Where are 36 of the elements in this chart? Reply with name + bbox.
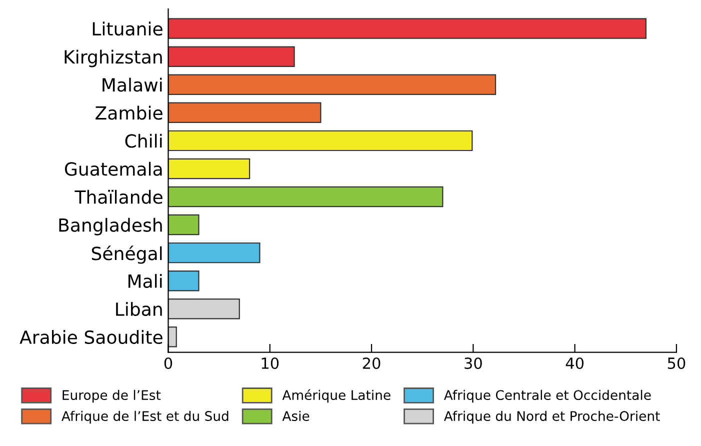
- bar: [168, 242, 260, 264]
- y-tick-label: Malawi: [102, 78, 162, 92]
- x-tick-label: 40: [566, 357, 584, 370]
- bar: [168, 186, 444, 208]
- x-tick-label: 30: [464, 357, 482, 370]
- legend-label: Afrique de l’Est et du Sud: [62, 410, 228, 424]
- y-tick-label: Chili: [125, 134, 162, 148]
- y-tick-label: Liban: [116, 302, 162, 316]
- y-tick-label: Arabie Saoudite: [20, 330, 162, 344]
- x-tick-label: 0: [164, 357, 172, 370]
- bar: [168, 214, 200, 236]
- bar: [168, 158, 250, 180]
- y-tick-label: Sénégal: [92, 246, 162, 264]
- legend-label: Europe de l’Est: [62, 390, 161, 403]
- bar: [168, 18, 647, 39]
- bar: [168, 298, 240, 320]
- y-tick-label: Thaïlande: [74, 190, 162, 204]
- y-tick-label: Zambie: [96, 106, 162, 120]
- bar: [168, 46, 295, 67]
- x-tick-label: 50: [668, 357, 686, 370]
- bar: [168, 102, 322, 124]
- legend-label: Asie: [282, 410, 310, 422]
- y-tick-label: Bangladesh: [59, 218, 162, 236]
- y-tick-label: Lituanie: [92, 22, 162, 36]
- bar: [168, 74, 496, 95]
- legend-label: Afrique du Nord et Proche-Orient: [444, 410, 660, 424]
- y-tick-label: Mali: [128, 274, 162, 288]
- y-tick-label: Kirghizstan: [64, 50, 162, 68]
- x-tick-label: 10: [262, 357, 279, 370]
- y-tick-label: Guatemala: [64, 162, 162, 176]
- bar: [168, 270, 200, 292]
- bar: [168, 326, 177, 348]
- bar: [168, 130, 473, 152]
- legend-label: Amérique Latine: [282, 389, 390, 403]
- x-tick-label: 20: [362, 357, 380, 370]
- legend-label: Afrique Centrale et Occidentale: [444, 390, 651, 403]
